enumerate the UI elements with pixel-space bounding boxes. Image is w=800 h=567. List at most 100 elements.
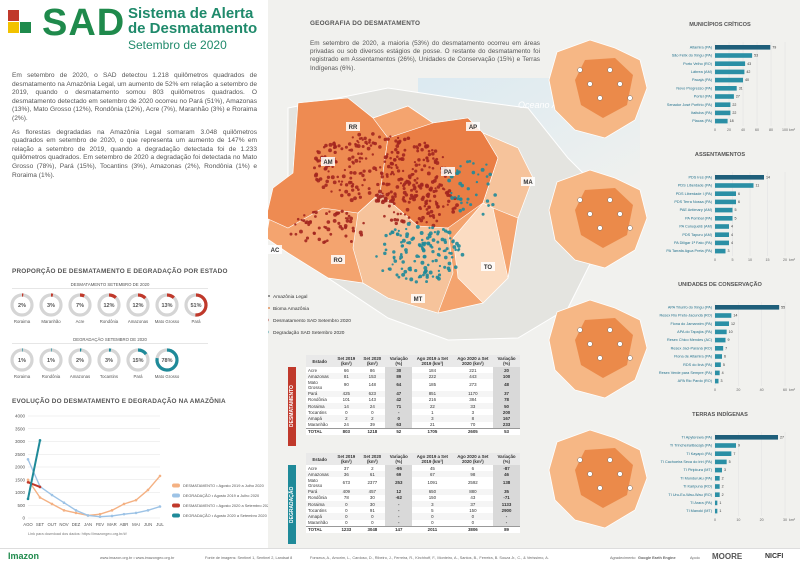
alert-dot: [486, 199, 489, 202]
alert-dot: [357, 188, 360, 191]
series-point: [51, 503, 54, 506]
alert-dot: [396, 218, 399, 221]
ranking-name: Altamira (PA): [690, 45, 713, 49]
alert-dot: [390, 199, 392, 201]
ranking-value: 2: [722, 476, 724, 480]
alert-dot: [485, 163, 487, 165]
legend-dot: [268, 318, 269, 323]
ranking-name: PDS Terra Nossa (PA): [674, 200, 712, 204]
mini-marker: [618, 82, 623, 87]
alert-dot: [384, 160, 387, 163]
series-point: [111, 515, 114, 518]
total-cell: 2011: [412, 526, 452, 533]
ranking-bar: [715, 476, 720, 481]
unit-label: km²: [789, 128, 796, 132]
donut-arc: [138, 295, 145, 298]
series-point: [39, 439, 42, 442]
ranking-title: ASSENTAMENTOS: [645, 152, 795, 158]
alert-dot: [452, 239, 455, 242]
legend-swatch: [172, 484, 180, 488]
series-point: [135, 512, 138, 515]
total-cell: 1218: [359, 428, 385, 435]
ranking-title: TERRAS INDÍGENAS: [645, 412, 795, 418]
alert-dot: [426, 276, 429, 279]
ranking-title: UNIDADES DE CONSERVAÇÃO: [645, 282, 795, 288]
mini-marker: [578, 458, 583, 463]
alert-dot: [427, 264, 430, 267]
mini-marker: [628, 356, 633, 361]
alert-dot: [419, 207, 422, 210]
alert-dot: [466, 198, 469, 201]
column-header: Variação (%): [385, 453, 412, 465]
series-point: [87, 514, 90, 517]
alert-dot: [416, 225, 420, 229]
org-logo: Imazon: [8, 551, 39, 561]
alert-dot: [368, 139, 371, 142]
alert-dot: [381, 200, 385, 204]
donut-arc: [80, 295, 84, 296]
ranking-name: São Félix do Xingu (PA): [672, 54, 713, 58]
alert-dot: [486, 182, 489, 185]
ranking-bar: [715, 435, 778, 440]
series-point: [111, 509, 114, 512]
alert-dot: [416, 177, 418, 179]
mini-marker: [618, 212, 623, 217]
alert-dot: [333, 180, 337, 184]
table-cell: 63: [385, 422, 412, 429]
ranking-name: RDS do Iiná (PA): [683, 363, 713, 367]
ranking-name: PDS Tapuru (AM): [682, 233, 712, 237]
alert-dot: [407, 222, 411, 226]
ranking-name: TI Apyterewa (PA): [681, 435, 712, 439]
donut-state: Tocantins: [100, 374, 118, 379]
alert-dot: [375, 194, 378, 197]
alert-dot: [391, 230, 395, 234]
column-header: Set 2020 (km²): [359, 453, 385, 465]
alert-dot: [383, 252, 386, 255]
series-point: [123, 513, 126, 516]
x-tick-label: 60: [755, 128, 759, 132]
alert-dot: [419, 143, 422, 146]
alert-dot: [458, 248, 461, 251]
donut-state: Acre: [76, 319, 85, 324]
x-tick-label: JUN: [144, 522, 152, 527]
alert-dot: [420, 148, 423, 151]
unit-label: km²: [789, 518, 796, 522]
donut-label: 13%: [161, 303, 172, 309]
x-tick-label: JUL: [156, 522, 164, 527]
geography-text: Em setembro de 2020, a maioria (53%) do …: [310, 40, 540, 73]
column-header: Set 2019 (km²): [333, 453, 359, 465]
ranking-value: 6: [724, 355, 726, 359]
ranking-bar: [715, 216, 733, 221]
ranking-bar: [715, 119, 728, 124]
table-cell: 64: [385, 379, 412, 390]
intro: Em setembro de 2020, o SAD detectou 1.21…: [12, 72, 257, 185]
series-point: [27, 458, 30, 461]
ranking-value: 43: [747, 62, 751, 66]
ranking-bar: [715, 313, 731, 318]
state-label: AP: [469, 125, 477, 131]
alert-dot: [349, 177, 352, 180]
column-header: Ago 2020 a Set 2020 (km²): [453, 453, 493, 465]
alert-dot: [408, 176, 411, 179]
alert-dot: [435, 161, 439, 165]
alert-dot: [337, 222, 340, 225]
ranking-name: TI Karipuna (RO): [683, 485, 713, 489]
alert-dot: [432, 157, 435, 160]
donut-state: Mato Grosso: [155, 374, 180, 379]
alert-dot: [432, 190, 435, 193]
series-line: [28, 459, 160, 516]
alert-dot: [407, 136, 411, 140]
alert-dot: [488, 173, 492, 177]
alert-dot: [436, 276, 439, 279]
alert-dot: [352, 227, 355, 230]
ranking-bar: [715, 241, 729, 246]
legend-swatch: [172, 494, 180, 498]
donut-label: 3%: [105, 358, 113, 364]
alert-dot: [370, 144, 373, 147]
donut-state: Maranhão: [41, 319, 61, 324]
ranking-value: 31: [739, 86, 743, 90]
alert-dot: [414, 170, 417, 173]
